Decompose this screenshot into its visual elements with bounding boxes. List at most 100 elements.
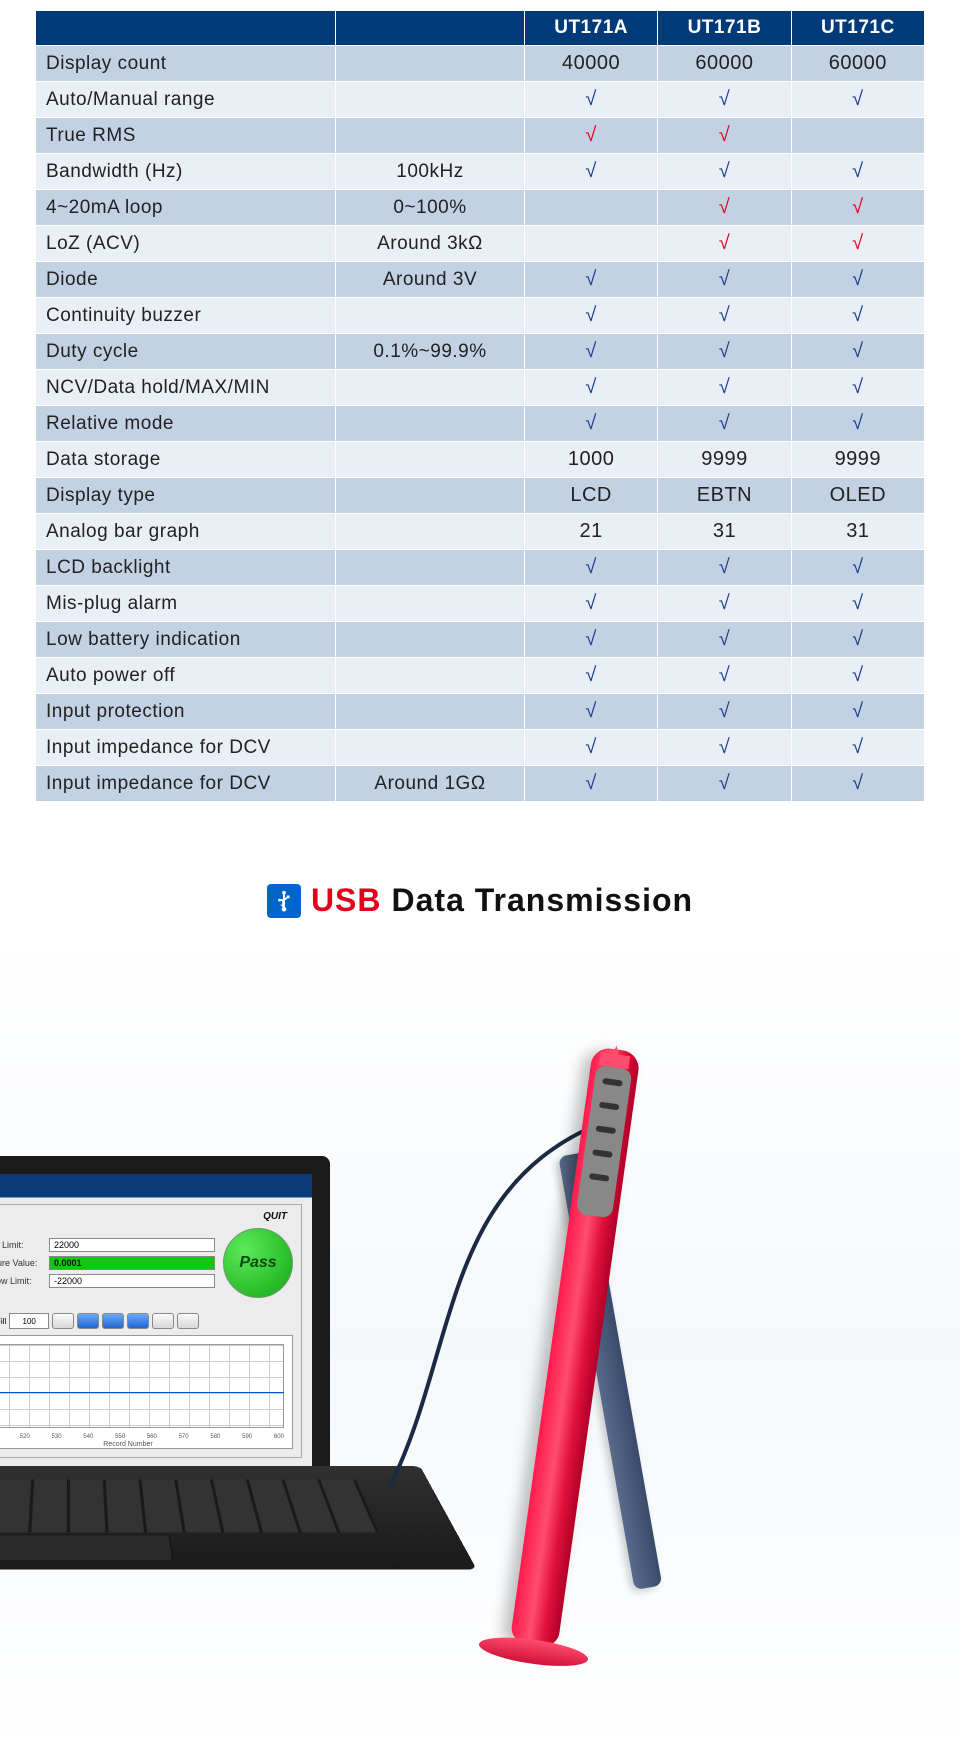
row-value: √ (658, 190, 791, 226)
row-spec: Around 3V (336, 262, 525, 298)
fill-value-input[interactable]: 100 (9, 1313, 49, 1329)
row-label: True RMS (36, 118, 336, 154)
col-ut171c: UT171C (791, 11, 924, 46)
toolbar-btn-6[interactable] (177, 1313, 199, 1329)
table-row: Continuity buzzer√√√ (36, 298, 925, 334)
table-row: Data storage100099999999 (36, 442, 925, 478)
check-icon: √ (719, 628, 730, 650)
row-value: 31 (658, 514, 791, 550)
row-spec: 0~100% (336, 190, 525, 226)
row-value: √ (658, 730, 791, 766)
row-label: Display count (36, 46, 336, 82)
row-value: √ (791, 226, 924, 262)
row-label: Input protection (36, 694, 336, 730)
check-icon: √ (585, 664, 596, 686)
check-icon: √ (852, 196, 863, 218)
table-row: Input protection√√√ (36, 694, 925, 730)
row-value: √ (658, 622, 791, 658)
table-row: Auto/Manual range√√√ (36, 82, 925, 118)
row-value: √ (791, 730, 924, 766)
set-hi-label: Set Hi Limit: (0, 1240, 45, 1250)
forward-button[interactable] (127, 1313, 149, 1329)
row-spec: Around 3kΩ (336, 226, 525, 262)
check-icon: √ (585, 124, 596, 146)
check-icon: √ (852, 340, 863, 362)
measure-value: 0.0001 (49, 1256, 215, 1270)
rewind-button[interactable] (102, 1313, 124, 1329)
check-icon: √ (852, 160, 863, 182)
table-row: DiodeAround 3V√√√ (36, 262, 925, 298)
pass-indicator: Pass (223, 1228, 293, 1298)
check-icon: √ (719, 772, 730, 794)
quit-button[interactable]: QUIT (263, 1211, 287, 1222)
check-icon: √ (585, 88, 596, 110)
table-row: NCV/Data hold/MAX/MIN√√√ (36, 370, 925, 406)
check-icon: √ (719, 88, 730, 110)
row-value (524, 226, 657, 262)
toolbar-btn-1[interactable] (52, 1313, 74, 1329)
check-icon: √ (585, 340, 596, 362)
check-icon: √ (852, 412, 863, 434)
check-icon: √ (852, 376, 863, 398)
check-icon: √ (852, 268, 863, 290)
row-value: √ (524, 730, 657, 766)
set-low-input[interactable]: -22000 (49, 1274, 215, 1288)
check-icon: √ (585, 700, 596, 722)
check-icon: √ (585, 592, 596, 614)
row-value: √ (658, 154, 791, 190)
table-row: Input impedance for DCVAround 1GΩ√√√ (36, 766, 925, 802)
usb-icon (267, 884, 301, 918)
row-value: √ (524, 82, 657, 118)
play-button[interactable] (77, 1313, 99, 1329)
row-value: √ (524, 298, 657, 334)
row-value: √ (791, 406, 924, 442)
row-value: √ (658, 262, 791, 298)
table-row: Display count400006000060000 (36, 46, 925, 82)
check-icon: √ (852, 304, 863, 326)
row-value: OLED (791, 478, 924, 514)
table-row: Relative mode√√√ (36, 406, 925, 442)
row-value: √ (791, 586, 924, 622)
check-icon: √ (852, 736, 863, 758)
col-ut171a: UT171A (524, 11, 657, 46)
row-value: √ (658, 658, 791, 694)
toolbar-btn-5[interactable] (152, 1313, 174, 1329)
row-label: NCV/Data hold/MAX/MIN (36, 370, 336, 406)
row-value: √ (791, 370, 924, 406)
row-value (791, 118, 924, 154)
row-value: √ (524, 334, 657, 370)
table-row: Display typeLCDEBTNOLED (36, 478, 925, 514)
laptop-illustration: QUIT V 0 0 1 Set Hi Limit:22000 Measure … (0, 1156, 420, 1656)
row-label: Input impedance for DCV (36, 730, 336, 766)
row-value: √ (658, 406, 791, 442)
row-value: √ (791, 262, 924, 298)
row-value: √ (791, 694, 924, 730)
row-value: 1000 (524, 442, 657, 478)
row-label: Mis-plug alarm (36, 586, 336, 622)
row-spec (336, 118, 525, 154)
row-value: √ (524, 118, 657, 154)
row-label: Diode (36, 262, 336, 298)
check-icon: √ (719, 124, 730, 146)
row-spec (336, 550, 525, 586)
row-value: 31 (791, 514, 924, 550)
row-spec (336, 694, 525, 730)
software-window: QUIT V 0 0 1 Set Hi Limit:22000 Measure … (0, 1204, 302, 1458)
row-spec (336, 730, 525, 766)
row-value: 40000 (524, 46, 657, 82)
col-spec (336, 11, 525, 46)
check-icon: √ (852, 628, 863, 650)
row-value: 60000 (791, 46, 924, 82)
row-label: Auto power off (36, 658, 336, 694)
table-row: Mis-plug alarm√√√ (36, 586, 925, 622)
chart-x-title: Record Number (0, 1441, 292, 1448)
set-hi-input[interactable]: 22000 (49, 1238, 215, 1252)
row-label: Input impedance for DCV (36, 766, 336, 802)
check-icon: √ (719, 232, 730, 254)
check-icon: √ (585, 772, 596, 794)
check-icon: √ (852, 664, 863, 686)
row-label: Continuity buzzer (36, 298, 336, 334)
table-row: Input impedance for DCV√√√ (36, 730, 925, 766)
col-feature (36, 11, 336, 46)
table-row: 4~20mA loop0~100%√√ (36, 190, 925, 226)
